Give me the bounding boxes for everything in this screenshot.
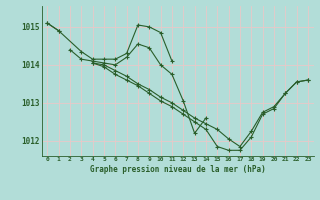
X-axis label: Graphe pression niveau de la mer (hPa): Graphe pression niveau de la mer (hPa) xyxy=(90,165,266,174)
